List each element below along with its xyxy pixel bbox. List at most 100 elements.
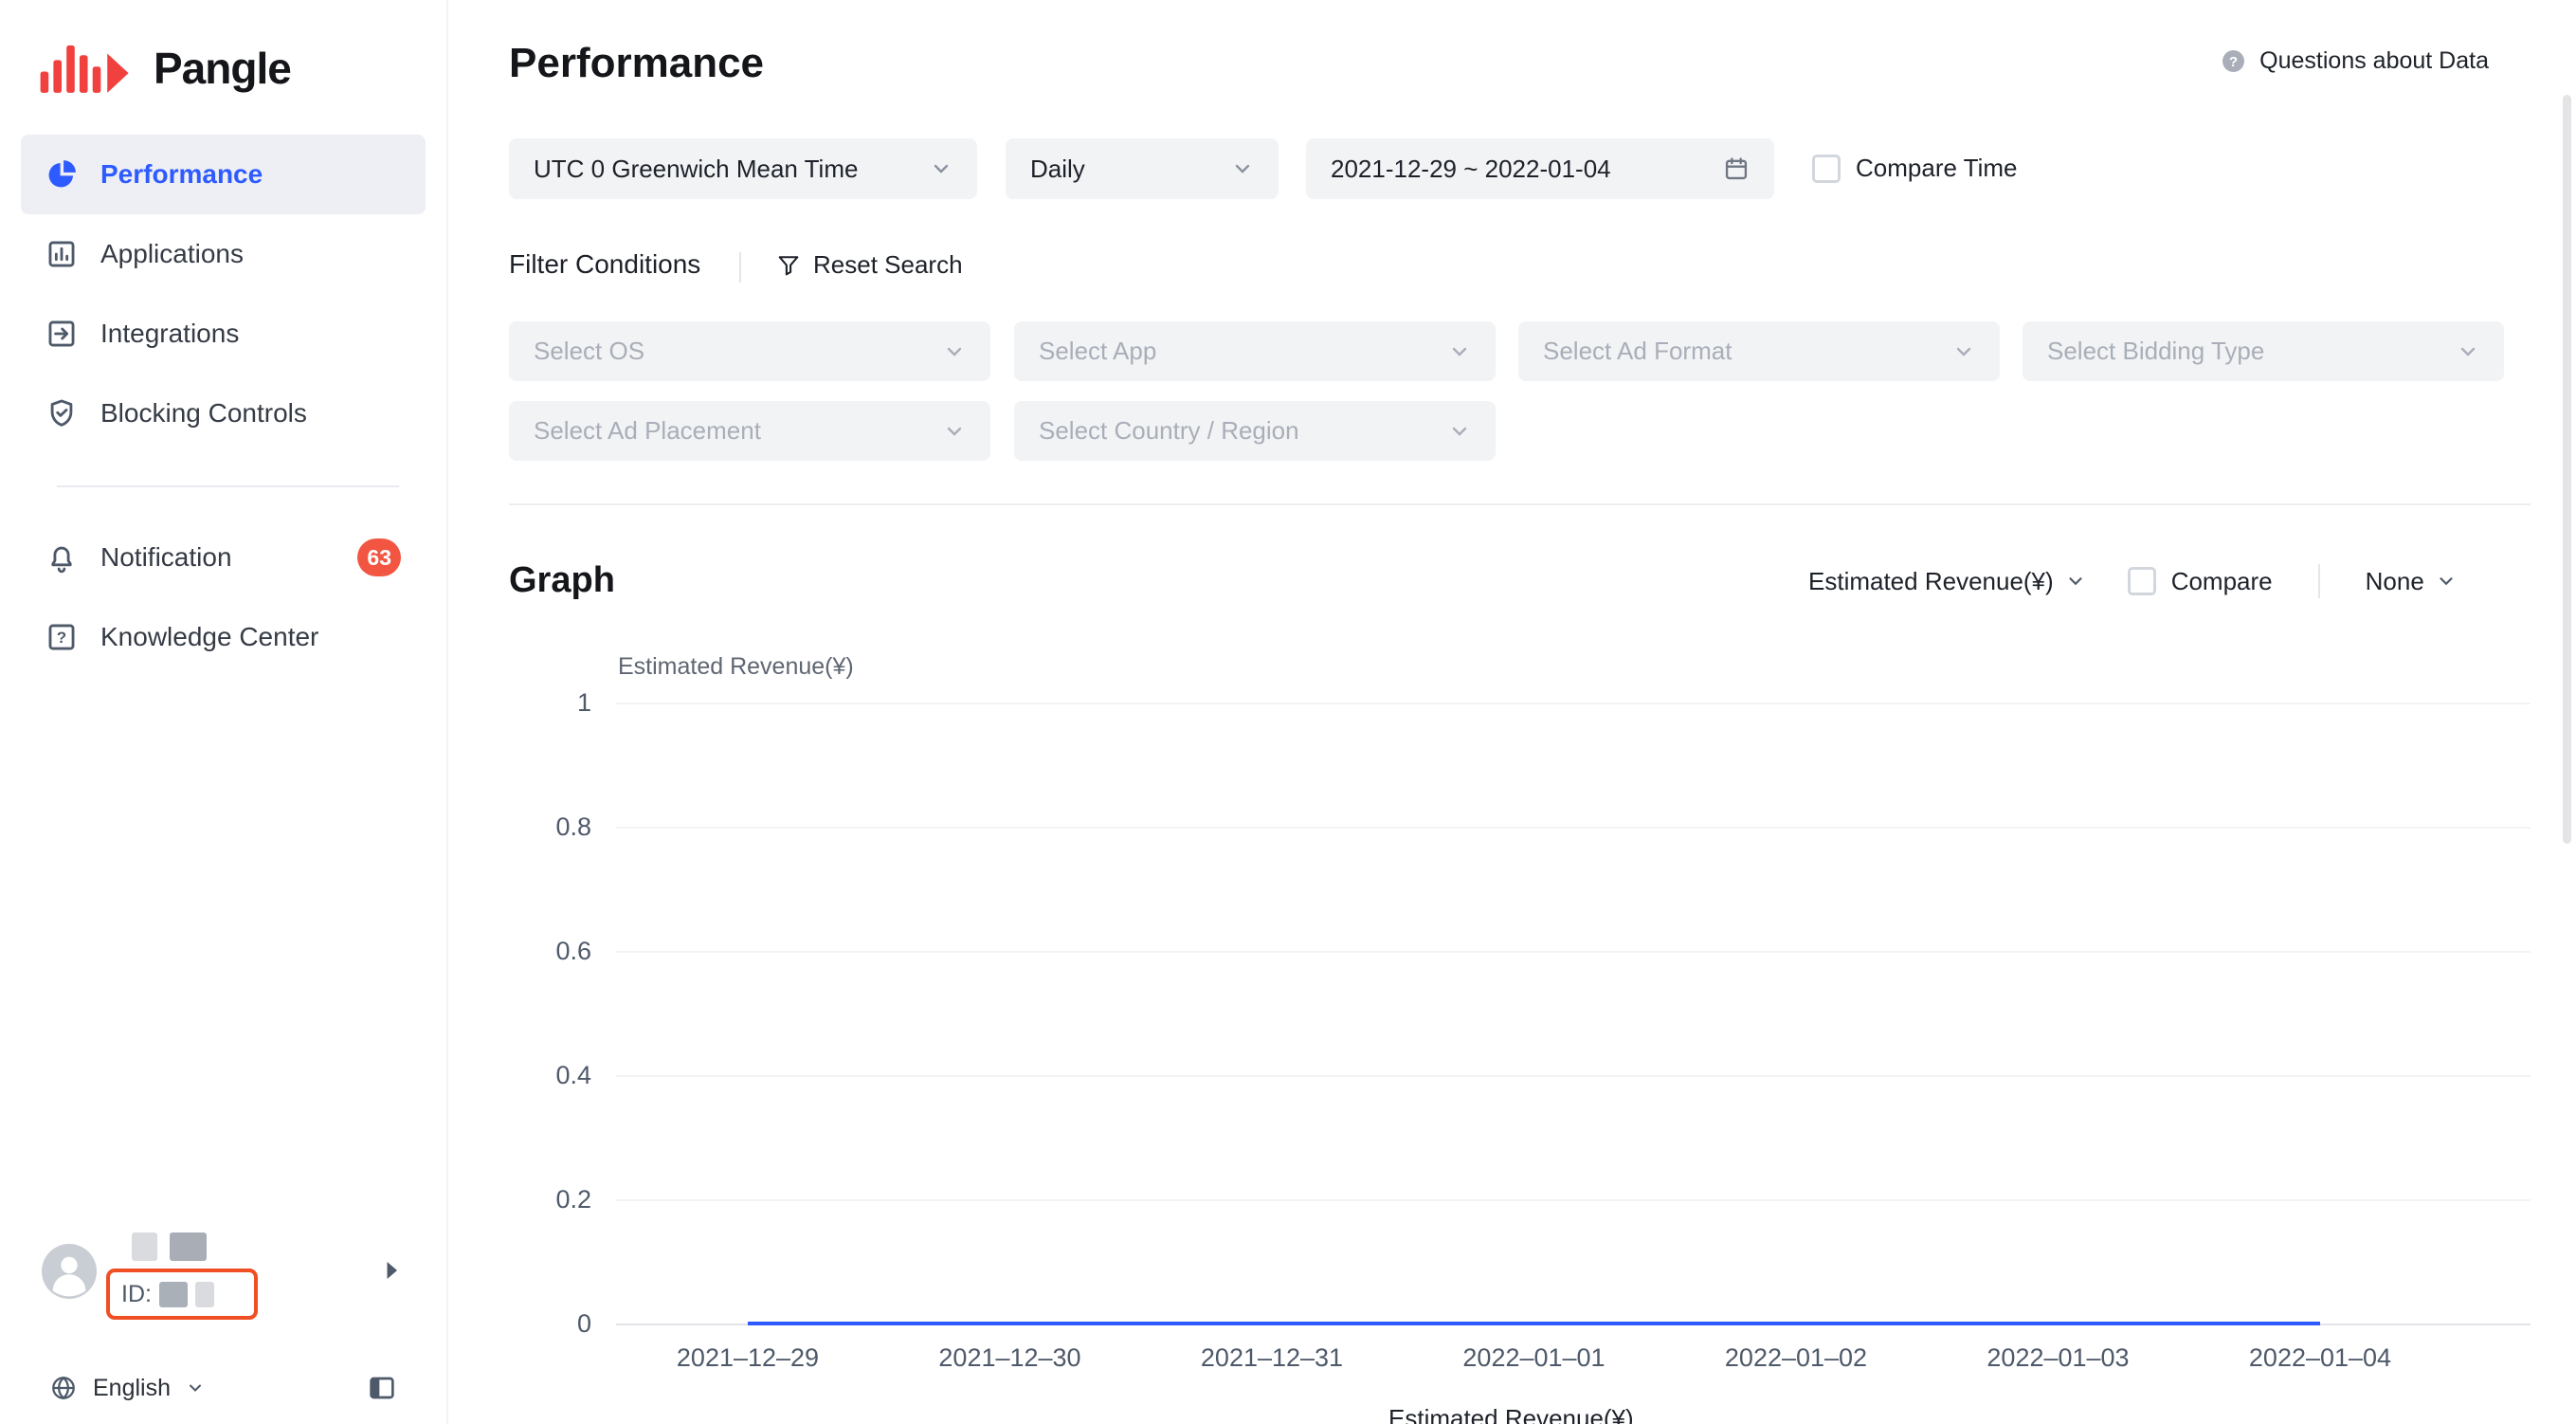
compare-time-label: Compare Time <box>1856 154 2018 182</box>
select-bidding-type-dropdown[interactable]: Select Bidding Type <box>2023 321 2504 381</box>
sidebar-item-knowledge-center[interactable]: ? Knowledge Center <box>21 597 426 677</box>
select-ad-placement-dropdown[interactable]: Select Ad Placement <box>509 401 990 461</box>
user-id-redacted-block <box>158 1281 188 1307</box>
sidebar-item-label: Blocking Controls <box>100 398 307 428</box>
y-axis-tick-label: 0.8 <box>555 812 591 841</box>
collapse-sidebar-icon[interactable] <box>367 1373 397 1403</box>
sidebar: Pangle Performance Applications Integrat… <box>0 0 448 1424</box>
date-range-picker[interactable]: 2021-12-29 ~ 2022-01-04 <box>1306 138 1774 199</box>
granularity-value: Daily <box>1030 154 1085 183</box>
compare-checkbox[interactable] <box>2127 567 2156 595</box>
gridline <box>616 1075 2531 1077</box>
sidebar-item-label: Applications <box>100 239 244 268</box>
chevron-down-icon <box>947 347 962 356</box>
select-country-region-placeholder: Select Country / Region <box>1039 416 1299 445</box>
chevron-down-icon <box>1452 427 1467 436</box>
page-title: Performance <box>509 40 765 86</box>
x-axis-tick-label: 2021–12–29 <box>676 1343 820 1372</box>
sidebar-item-integrations[interactable]: Integrations <box>21 294 426 374</box>
x-axis-tick-label: 2021–12–30 <box>938 1343 1081 1372</box>
date-range-value: 2021-12-29 ~ 2022-01-04 <box>1331 154 1611 183</box>
questions-about-data-label: Questions about Data <box>2259 47 2489 74</box>
y-axis-tick-label: 1 <box>576 688 591 717</box>
metric-selector[interactable]: Estimated Revenue(¥) <box>1808 567 2086 596</box>
timezone-value: UTC 0 Greenwich Mean Time <box>534 154 859 183</box>
x-axis-tick-label: 2022–01–04 <box>2248 1343 2392 1372</box>
gridline <box>616 951 2531 953</box>
compare-time-checkbox[interactable] <box>1812 154 1841 183</box>
select-ad-placement-placeholder: Select Ad Placement <box>534 416 761 445</box>
gridline <box>616 1324 2531 1325</box>
pie-chart-icon <box>45 158 78 191</box>
sidebar-item-notification[interactable]: Notification 63 <box>21 518 426 597</box>
bell-icon <box>45 541 78 574</box>
sidebar-item-performance[interactable]: Performance <box>21 135 426 214</box>
select-country-region-dropdown[interactable]: Select Country / Region <box>1014 401 1496 461</box>
x-axis-tick-label: 2022–01–03 <box>1986 1343 2130 1372</box>
y-axis-tick-label: 0.6 <box>555 937 591 965</box>
questions-about-data-link[interactable]: ? Questions about Data <box>2220 47 2489 75</box>
sidebar-item-label: Notification <box>100 542 232 572</box>
language-selector[interactable]: English <box>93 1374 171 1401</box>
chart-legend-label: Estimated Revenue(¥) <box>1388 1404 1634 1424</box>
select-os-placeholder: Select OS <box>534 337 645 365</box>
help-circle-icon: ? <box>2222 50 2245 72</box>
user-id-label: ID: <box>121 1280 152 1307</box>
granularity-select[interactable]: Daily <box>1006 138 1279 199</box>
globe-icon <box>52 1376 75 1400</box>
y-axis-title: Estimated Revenue(¥) <box>618 653 854 680</box>
dimension-selector[interactable]: None <box>2366 567 2457 596</box>
pangle-logo[interactable]: Pangle <box>36 34 446 102</box>
sidebar-item-label: Performance <box>100 159 263 189</box>
dimension-selector-value: None <box>2365 566 2424 595</box>
gridline <box>616 703 2531 704</box>
vertical-divider <box>2317 564 2320 598</box>
chevron-down-icon <box>2460 347 2476 356</box>
chevron-down-icon <box>2069 577 2082 586</box>
applications-icon <box>45 238 78 270</box>
pangle-logo-mark <box>40 45 129 93</box>
select-ad-format-dropdown[interactable]: Select Ad Format <box>1518 321 2000 381</box>
gridline <box>616 1199 2531 1201</box>
user-id-redacted-block <box>194 1281 214 1307</box>
sidebar-nav: Performance Applications Integrations Bl… <box>0 135 446 677</box>
chevron-down-icon <box>2440 577 2453 586</box>
user-panel-expand-chevron[interactable] <box>383 1253 406 1287</box>
sidebar-divider <box>57 485 399 487</box>
vertical-divider <box>739 252 741 283</box>
sidebar-item-applications[interactable]: Applications <box>21 214 426 294</box>
compare-label: Compare <box>2170 566 2273 595</box>
y-axis-tick-label: 0 <box>576 1309 591 1338</box>
pangle-logo-text: Pangle <box>154 44 292 93</box>
graph-controls: Estimated Revenue(¥) Compare None <box>1808 559 2457 603</box>
timezone-select[interactable]: UTC 0 Greenwich Mean Time <box>509 138 977 199</box>
chevron-down-icon <box>947 427 962 436</box>
chevron-down-icon <box>934 164 949 173</box>
x-axis-tick-label: 2022–01–02 <box>1724 1343 1868 1372</box>
reset-filter-icon <box>778 255 799 275</box>
select-os-dropdown[interactable]: Select OS <box>509 321 990 381</box>
select-ad-format-placeholder: Select Ad Format <box>1543 337 1732 365</box>
svg-text:?: ? <box>2229 54 2238 70</box>
shield-check-icon <box>45 397 78 429</box>
reset-search-button[interactable]: Reset Search <box>775 250 963 280</box>
section-divider <box>509 503 2531 505</box>
x-axis-tick-label: 2021–12–31 <box>1200 1343 1344 1372</box>
chevron-down-icon <box>1452 347 1467 356</box>
chevron-down-icon <box>1235 164 1250 173</box>
user-name-redacted-block <box>170 1232 207 1261</box>
y-axis-tick-label: 0.2 <box>555 1185 591 1214</box>
vertical-scrollbar[interactable] <box>2563 95 2571 844</box>
svg-text:?: ? <box>57 629 66 647</box>
compare-time-control: Compare Time <box>1812 154 2018 183</box>
sidebar-item-blocking-controls[interactable]: Blocking Controls <box>21 374 426 453</box>
user-name-redacted-block <box>132 1232 157 1261</box>
chevron-down-icon <box>190 1384 201 1392</box>
user-avatar[interactable] <box>42 1244 97 1299</box>
sidebar-item-label: Integrations <box>100 319 240 348</box>
reset-search-label: Reset Search <box>813 250 963 279</box>
notification-count-badge: 63 <box>357 539 401 576</box>
select-app-dropdown[interactable]: Select App <box>1014 321 1496 381</box>
